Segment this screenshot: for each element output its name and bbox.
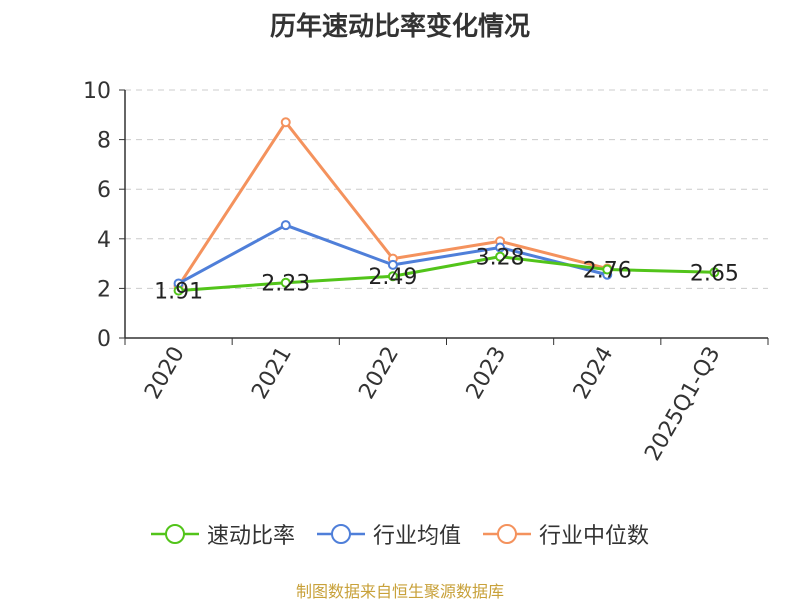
data-label: 3.28 bbox=[476, 246, 525, 271]
series-line bbox=[178, 255, 715, 293]
data-label: 2.76 bbox=[583, 259, 632, 284]
data-label: 2.23 bbox=[261, 272, 310, 297]
y-tick-label: 8 bbox=[97, 129, 111, 154]
source-note: 制图数据来自恒生聚源数据库 bbox=[295, 582, 504, 601]
x-tick-label: 2020 bbox=[140, 343, 190, 404]
data-point bbox=[387, 259, 398, 270]
legend-swatch-icon bbox=[316, 524, 365, 544]
axes: 0 2 4 6 8 10 2020 2021 2022 2023 2024 2025Q1-Q3 bbox=[83, 79, 769, 466]
legend-label: 速动比率 bbox=[206, 524, 295, 549]
y-tick-label: 6 bbox=[97, 178, 111, 203]
x-tick-label: 2023 bbox=[462, 343, 512, 404]
data-point bbox=[280, 220, 291, 231]
data-label: 2.49 bbox=[368, 265, 417, 290]
y-tick-label: 0 bbox=[97, 327, 111, 352]
data-point bbox=[280, 117, 291, 128]
data-point bbox=[602, 264, 613, 275]
legend-label: 行业均值 bbox=[372, 524, 461, 549]
data-labels: 1.91 2.23 2.49 3.28 2.76 2.65 bbox=[154, 246, 739, 305]
x-tick-label: 2024 bbox=[569, 343, 619, 404]
y-tick-label: 4 bbox=[97, 228, 111, 253]
series-lines bbox=[173, 117, 720, 296]
legend-label: 行业中位数 bbox=[539, 524, 650, 549]
x-tick-label: 2021 bbox=[247, 343, 297, 404]
data-point bbox=[495, 242, 506, 253]
x-tick-label: 2022 bbox=[354, 343, 404, 404]
chart-title: 历年速动比率变化情况 bbox=[269, 12, 530, 42]
legend-item[interactable]: 行业中位数 bbox=[483, 518, 649, 550]
data-point bbox=[709, 267, 720, 278]
data-point bbox=[387, 271, 398, 282]
data-point bbox=[495, 251, 506, 262]
y-tick-label: 10 bbox=[83, 79, 111, 104]
y-tick-label: 2 bbox=[97, 277, 111, 302]
data-point bbox=[280, 277, 291, 288]
data-label: 2.65 bbox=[690, 261, 739, 286]
legend-swatch-icon bbox=[483, 524, 531, 544]
data-point bbox=[173, 285, 184, 296]
legend: 速动比率 行业均值 行业中位数 bbox=[0, 518, 800, 550]
legend-item[interactable]: 行业均值 bbox=[316, 518, 461, 550]
legend-item[interactable]: 速动比率 bbox=[150, 518, 295, 550]
grid-lines bbox=[125, 89, 768, 289]
data-label: 1.91 bbox=[154, 280, 203, 305]
legend-swatch-icon bbox=[150, 524, 199, 544]
x-tick-label: 2025Q1-Q3 bbox=[640, 343, 725, 466]
